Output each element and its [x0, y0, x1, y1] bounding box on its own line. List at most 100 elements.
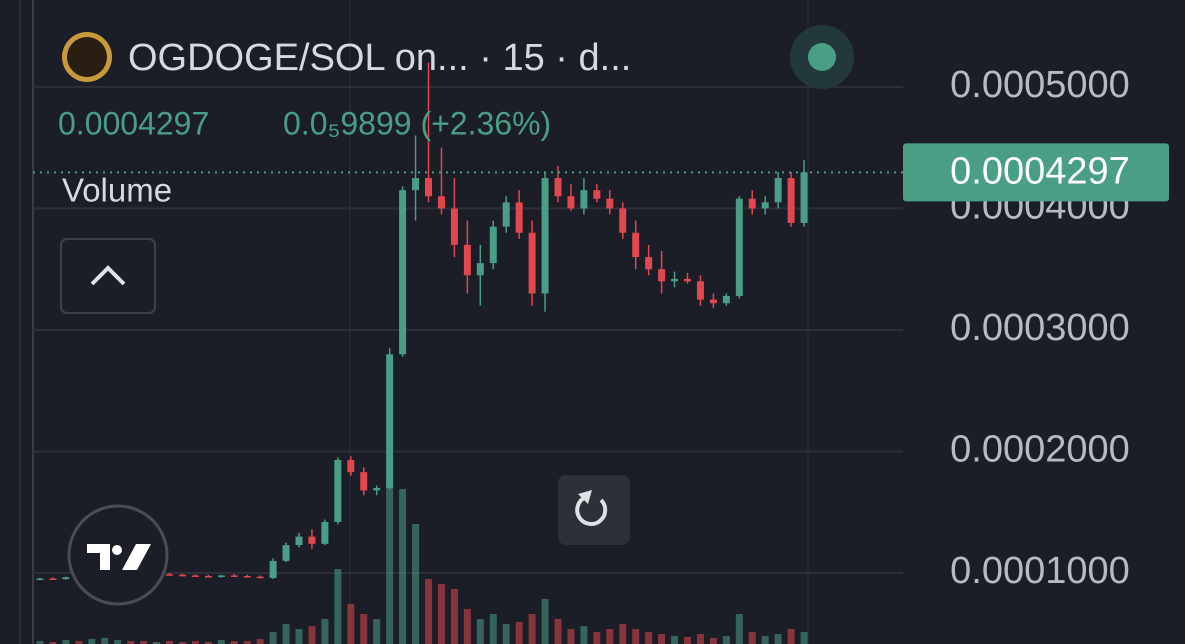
volume-bar [748, 632, 756, 644]
candle-body [787, 178, 795, 224]
y-tick-label: 0.0002000 [950, 429, 1130, 471]
volume-bar [243, 641, 251, 644]
symbol-title: OGDOGE/SOL on... · 15 · d... [128, 37, 631, 79]
live-indicator [808, 43, 836, 71]
candle-body [619, 208, 627, 233]
candle-body [489, 226, 497, 264]
volume-bar [49, 642, 57, 644]
volume-bar [334, 569, 342, 644]
candle-body [735, 198, 743, 296]
volume-bar [489, 614, 497, 644]
candle-body [450, 208, 458, 245]
price-change: 0.0₅9899 (+2.36%) [283, 105, 551, 141]
volume-bar [684, 637, 691, 644]
price-axis: 0.00010000.00020000.00030000.00040000.00… [33, 64, 1169, 592]
volume-bar [412, 524, 420, 644]
candle-body [671, 278, 679, 282]
candle-body [282, 545, 290, 561]
volume-legend: Volume [62, 172, 172, 209]
candle-body [178, 574, 186, 577]
volume-bars [36, 484, 808, 644]
volume-bar [373, 619, 381, 644]
grid [33, 85, 903, 575]
candle-body [269, 560, 277, 578]
volume-bar [735, 614, 743, 644]
candle-body [256, 576, 264, 579]
candle-body [425, 178, 432, 197]
volume-bar [800, 632, 808, 644]
volume-bar [722, 636, 730, 644]
candle-body [334, 460, 342, 522]
candle-body [658, 269, 666, 282]
candle-body [386, 354, 394, 488]
candle-body [606, 198, 614, 209]
volume-bar [153, 642, 161, 644]
volume-bar [632, 629, 640, 644]
candle-body [722, 295, 730, 304]
volume-bar [671, 636, 679, 644]
tradingview-logo[interactable] [67, 504, 169, 606]
volume-bar [166, 641, 173, 644]
volume-bar [761, 636, 769, 644]
reset-button[interactable] [558, 475, 630, 545]
logo-ring[interactable] [67, 504, 169, 606]
volume-bar [178, 642, 186, 644]
collapse-button-frame[interactable] [60, 238, 156, 314]
volume-bar [696, 634, 704, 644]
candle-body [243, 576, 251, 578]
candle-body [593, 190, 601, 199]
volume-bar [567, 629, 575, 644]
volume-bar [645, 632, 653, 644]
volume-bar [554, 619, 562, 644]
volume-bar [269, 632, 277, 644]
volume-bar [541, 599, 549, 644]
volume-bar [619, 624, 627, 644]
candle-body [230, 575, 238, 577]
candle-body [502, 202, 510, 227]
volume-bar [101, 638, 109, 644]
volume-bar [62, 640, 70, 644]
volume-bar [308, 626, 316, 644]
volume-bar [191, 641, 199, 644]
candle-body [476, 263, 484, 276]
volume-bar [399, 489, 407, 644]
candle-body [684, 278, 691, 282]
candle-body [308, 536, 316, 544]
collapse-button[interactable] [60, 238, 156, 314]
volume-bar [204, 642, 212, 644]
volume-bar [217, 640, 225, 644]
logo-dot [112, 545, 122, 555]
candle-body [632, 232, 640, 258]
volume-bar [36, 641, 44, 644]
candle-body [191, 575, 199, 577]
candle-body [580, 190, 588, 209]
volume-bar [321, 619, 329, 644]
candle-body [62, 577, 70, 580]
candle-body [166, 574, 173, 576]
candle-body [645, 257, 653, 270]
candle-body [36, 578, 44, 580]
candle-body [528, 232, 536, 294]
token-logo-inner [67, 37, 107, 77]
volume-bar [256, 639, 264, 644]
last-price-label: 0.0004297 [950, 150, 1130, 192]
candle-body [463, 244, 471, 276]
candle-body [696, 281, 704, 300]
volume-bar [347, 604, 355, 644]
volume-bar [463, 609, 471, 644]
volume-bar [476, 619, 484, 644]
volume-bar [606, 629, 614, 644]
candle-body [49, 578, 57, 580]
y-tick-label: 0.0003000 [950, 307, 1130, 349]
volume-bar [75, 641, 83, 644]
volume-bar [528, 614, 536, 644]
candle-body [515, 202, 523, 233]
candle-body [295, 536, 303, 546]
candle-body [748, 198, 756, 209]
volume-bar [114, 640, 122, 644]
volume-bar [709, 638, 717, 644]
last-price-box [903, 143, 1169, 202]
reset-button-frame[interactable] [558, 475, 630, 545]
candle-body [347, 460, 355, 473]
candle-body [321, 521, 329, 544]
